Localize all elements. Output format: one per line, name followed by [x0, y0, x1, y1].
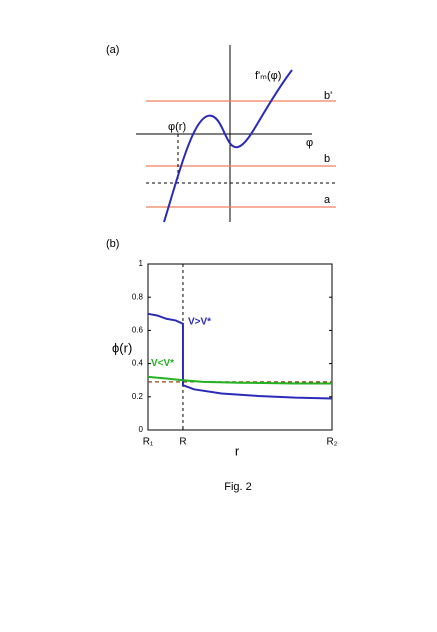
panel-label: (a): [106, 44, 119, 56]
line-label: a: [324, 194, 331, 206]
y-tick-label: 1: [139, 259, 144, 268]
x-tick-label: R: [179, 437, 186, 448]
panel-label: (b): [106, 238, 119, 250]
y-tick-label: 0.2: [132, 392, 144, 401]
x-tick-label: R₂: [326, 437, 337, 448]
plot-frame: [147, 263, 333, 431]
line-label: b: [324, 153, 330, 165]
series-label: V<V*: [151, 358, 174, 369]
axis-label: φ: [306, 137, 313, 149]
caption: Fig. 2: [224, 481, 252, 493]
series-line: [147, 375, 332, 385]
y-tick-label: 0.6: [132, 326, 144, 335]
curve-label: f'ₘ(φ): [255, 70, 281, 82]
series-line: [147, 312, 333, 400]
series-label: V>V*: [188, 317, 211, 328]
curve: [163, 69, 293, 223]
point-label: φ(r): [168, 121, 186, 133]
x-axis-label: r: [235, 443, 240, 458]
y-tick-label: 0.4: [132, 359, 144, 368]
y-tick-label: 0.8: [132, 292, 144, 301]
y-axis-label: ϕ(r): [112, 340, 132, 355]
x-tick-label: R₁: [143, 437, 154, 448]
y-tick-label: 0: [139, 425, 144, 434]
line-label: b': [324, 90, 332, 102]
